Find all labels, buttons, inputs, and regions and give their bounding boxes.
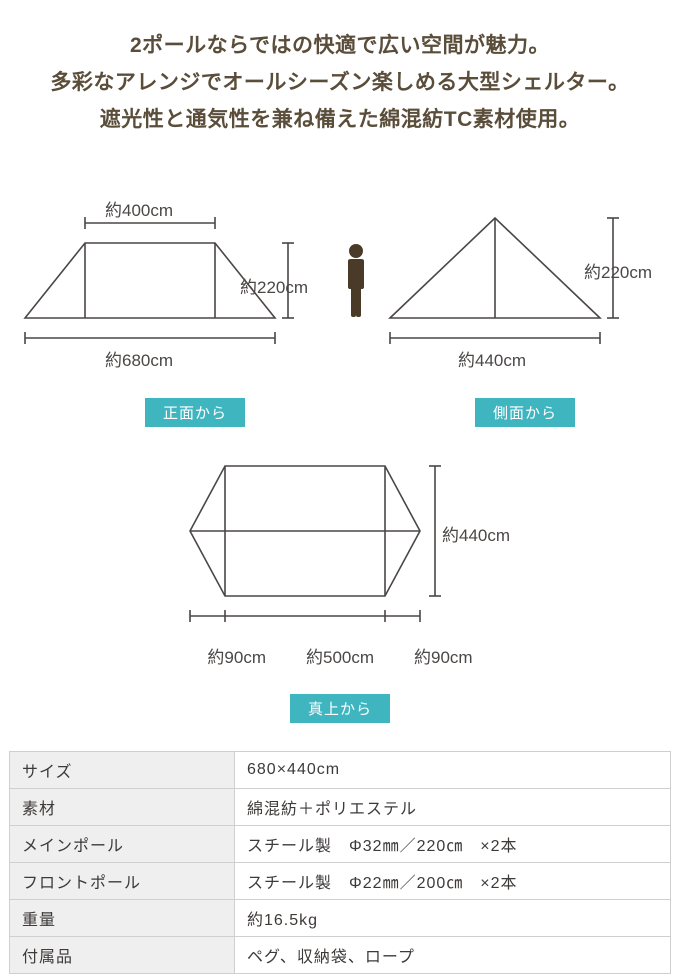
headline-line2: 多彩なアレンジでオールシーズン楽しめる大型シェルター。 [20,65,660,102]
spec-label: フロントポール [10,863,235,900]
front-view-block: 約400cm 約220cm 約680cm 正面から [10,188,380,427]
top-right-dim: 約90cm [414,643,473,668]
top-view-tag: 真上から [290,694,390,723]
headline-line3: 遮光性と通気性を兼ね備えた綿混紡TC素材使用。 [20,102,660,139]
top-mid-dim: 約500cm [306,643,374,668]
table-row: 付属品ペグ、収納袋、ロープ [10,937,671,974]
front-base-dim: 約680cm [105,346,173,371]
top-view-svg [160,451,520,641]
table-row: 重量約16.5kg [10,900,671,937]
front-height-dim: 約220cm [240,273,308,298]
spec-label: 重量 [10,900,235,937]
spec-value: ペグ、収納袋、ロープ [235,937,671,974]
front-view-tag: 正面から [145,398,245,427]
top-height-dim: 約440cm [442,521,510,546]
top-left-dim: 約90cm [207,643,266,668]
spec-label: サイズ [10,752,235,789]
side-view-block: 約220cm 約440cm 側面から [380,188,670,427]
diagrams-row: 約400cm 約220cm 約680cm 正面から 約220cm 約440cm … [0,148,680,427]
spec-value: スチール製 Φ32㎜／220㎝ ×2本 [235,826,671,863]
spec-value: 綿混紡＋ポリエステル [235,789,671,826]
spec-label: 付属品 [10,937,235,974]
spec-label: メインポール [10,826,235,863]
spec-table: サイズ680×440cm素材綿混紡＋ポリエステルメインポールスチール製 Φ32㎜… [9,751,671,974]
headline-line1: 2ポールならではの快適で広い空間が魅力。 [20,28,660,65]
spec-value: 680×440cm [235,752,671,789]
top-view-block: 約440cm 約90cm 約500cm 約90cm 真上から [0,427,680,723]
side-base-dim: 約440cm [458,346,526,371]
front-view-svg [10,188,380,368]
headline: 2ポールならではの快適で広い空間が魅力。 多彩なアレンジでオールシーズン楽しめる… [0,0,680,148]
spec-label: 素材 [10,789,235,826]
spec-value: スチール製 Φ22㎜／200㎝ ×2本 [235,863,671,900]
spec-value: 約16.5kg [235,900,671,937]
table-row: サイズ680×440cm [10,752,671,789]
table-row: 素材綿混紡＋ポリエステル [10,789,671,826]
side-height-dim: 約220cm [584,258,652,283]
side-view-tag: 側面から [475,398,575,427]
table-row: メインポールスチール製 Φ32㎜／220㎝ ×2本 [10,826,671,863]
table-row: フロントポールスチール製 Φ22㎜／200㎝ ×2本 [10,863,671,900]
front-top-dim: 約400cm [105,196,173,221]
